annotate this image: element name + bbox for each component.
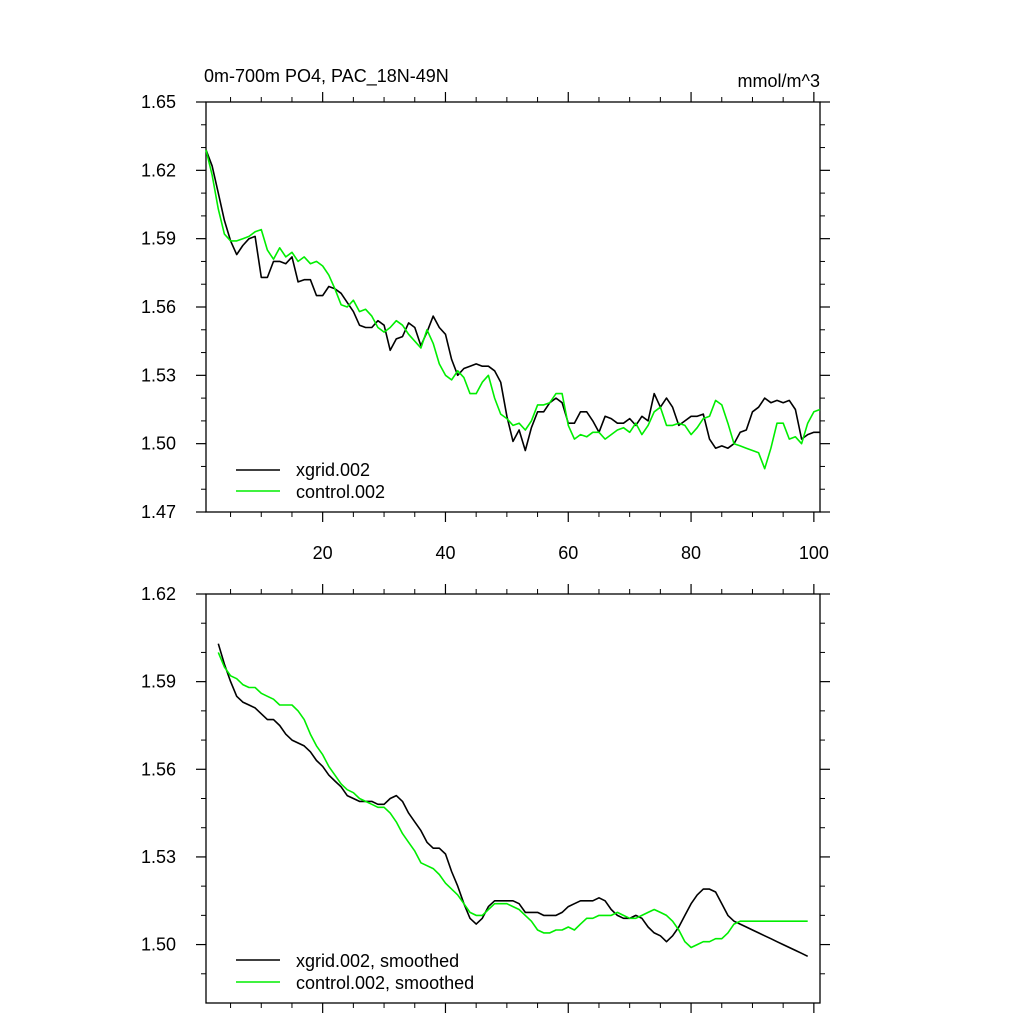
legend-label-xgrid: xgrid.002	[296, 460, 370, 480]
legend-label-control: control.002	[296, 482, 385, 502]
y-tick-label: 1.59	[141, 672, 176, 692]
axes-bottom: 1.50 1.53 1.56 1.59 1.62	[141, 584, 830, 1013]
y-tick-label: 1.50	[141, 935, 176, 955]
series-line-xgrid	[205, 149, 820, 452]
y-tick-label: 1.65	[141, 92, 176, 112]
y-tick-label: 1.47	[141, 502, 176, 522]
y-tick-label: 1.56	[141, 759, 176, 779]
legend-bottom: xgrid.002, smoothed control.002, smoothe…	[236, 951, 474, 993]
legend-label-control-smoothed: control.002, smoothed	[296, 973, 474, 993]
x-tick-label: 80	[681, 543, 701, 563]
units-label: mmol/m^3	[738, 71, 820, 91]
y-tick-label: 1.56	[141, 297, 176, 317]
chart-title: 0m-700m PO4, PAC_18N-49N	[204, 66, 449, 87]
panel-top: 0m-700m PO4, PAC_18N-49N mmol/m^3 1.471.…	[141, 66, 830, 563]
y-tick-label: 1.62	[141, 584, 176, 604]
x-tick-label: 100	[799, 543, 829, 563]
x-tick-label: 20	[313, 543, 333, 563]
x-tick-label: 60	[558, 543, 578, 563]
series-line-xgrid	[217, 643, 809, 958]
legend-label-xgrid-smoothed: xgrid.002, smoothed	[296, 951, 459, 971]
series-line-control	[217, 652, 808, 949]
legend-top: xgrid.002 control.002	[236, 460, 385, 502]
y-tick-label: 1.53	[141, 847, 176, 867]
y-tick-label: 1.62	[141, 160, 176, 180]
x-tick-label: 40	[435, 543, 455, 563]
plot-frame	[205, 593, 821, 1004]
axes-top: 1.47 1.50 1.53 1.56 1.59 1.62 1.65 20 40 60 80 100	[141, 92, 830, 563]
series-line-control	[205, 149, 821, 470]
y-tick-label: 1.59	[141, 229, 176, 249]
y-tick-label: 1.50	[141, 434, 176, 454]
series-lines-bottom	[217, 643, 809, 958]
y-tick-label: 1.53	[141, 365, 176, 385]
panel-bottom: 1.50 1.53 1.56 1.59 1.62 xgrid.002, smoothed…	[141, 584, 830, 1013]
series-lines-top	[205, 149, 821, 470]
plot-frame	[205, 101, 821, 513]
